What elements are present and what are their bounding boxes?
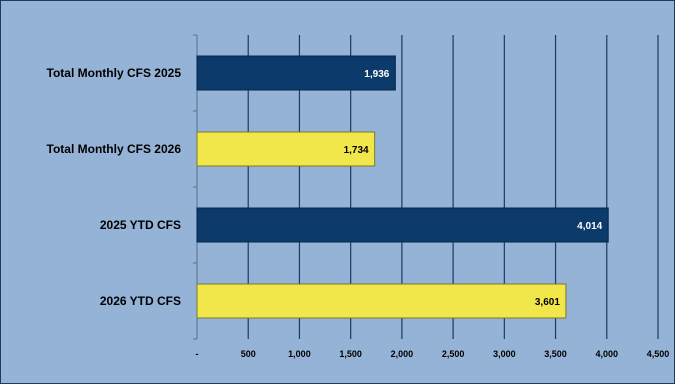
labels: Total Monthly CFS 2025 1,936 Total Monthly…	[47, 66, 670, 359]
bars	[196, 55, 609, 319]
x-tick-label: 2,000	[391, 349, 414, 359]
data-label: 1,734	[344, 145, 369, 156]
x-tick-label: 1,500	[339, 349, 362, 359]
bar	[196, 207, 609, 243]
x-tick-label: 3,500	[544, 349, 567, 359]
bar	[196, 131, 376, 167]
x-tick-label: 3,000	[493, 349, 516, 359]
x-tick-label: 1,000	[288, 349, 311, 359]
x-tick-label: -	[196, 349, 199, 359]
data-label: 1,936	[364, 69, 389, 80]
category-label: Total Monthly CFS 2026	[47, 142, 182, 156]
category-label: 2025 YTD CFS	[100, 218, 181, 232]
x-tick-label: 2,500	[442, 349, 465, 359]
bar	[196, 55, 396, 91]
bar	[196, 283, 567, 319]
data-label: 4,014	[577, 221, 602, 232]
x-tick-label: 4,500	[647, 349, 670, 359]
data-label: 3,601	[535, 297, 560, 308]
category-label: 2026 YTD CFS	[100, 294, 181, 308]
category-label: Total Monthly CFS 2025	[47, 66, 182, 80]
x-tick-label: 500	[241, 349, 256, 359]
x-tick-label: 4,000	[596, 349, 619, 359]
